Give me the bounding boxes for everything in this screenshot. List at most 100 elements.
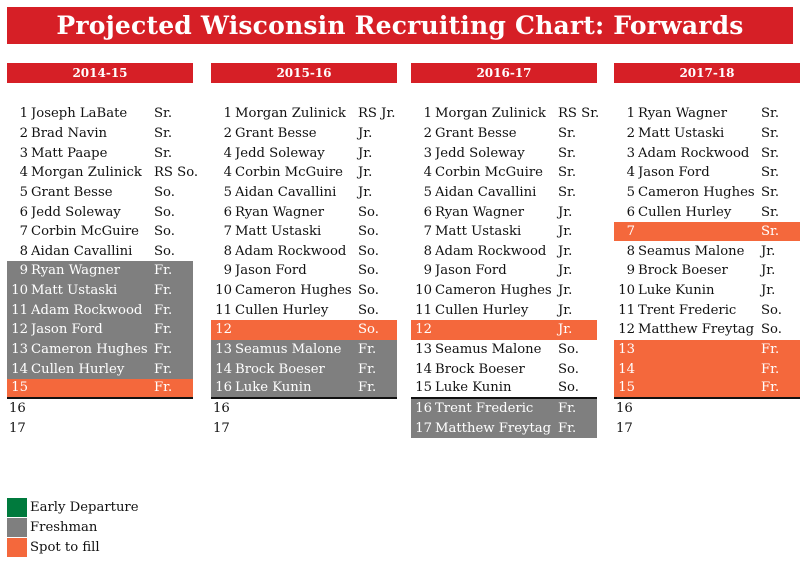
- player-class: Fr.: [761, 380, 780, 396]
- open-roster-spot: 7 Sr.: [614, 221, 800, 242]
- roster-number: 17: [616, 420, 633, 436]
- player-class: So.: [358, 224, 379, 240]
- player-class: Sr.: [154, 125, 173, 141]
- roster-row: 11 Adam Rockwood Fr.: [7, 300, 193, 321]
- roster-number: 1: [423, 106, 432, 122]
- roster-number: 1: [626, 106, 635, 122]
- season-header: 2014-15: [7, 63, 193, 83]
- early-departure-swatch: [7, 497, 27, 517]
- roster-row: 3 Adam Rockwood Sr.: [614, 143, 800, 163]
- player-class: Sr.: [154, 106, 173, 122]
- open-roster-spot: 12 Jr.: [411, 320, 597, 340]
- roster-row: 2 Grant Besse Sr.: [411, 124, 597, 144]
- player-name: Morgan Zulinick: [435, 106, 546, 122]
- roster-number: 16: [213, 400, 230, 416]
- roster-row: 3 Matt Paape Sr.: [7, 143, 193, 163]
- roster-row: 6 Ryan Wagner Jr.: [411, 202, 597, 222]
- player-name: Cameron Hughes: [638, 184, 755, 200]
- roster-number: 9: [423, 263, 432, 279]
- open-roster-spot: 12 So.: [211, 320, 397, 340]
- roster-number: 5: [626, 184, 635, 200]
- roster-row: 6 Ryan Wagner So.: [211, 202, 397, 222]
- player-class: Jr.: [761, 243, 776, 259]
- player-class: So.: [358, 204, 379, 220]
- roster-number: 2: [19, 125, 28, 141]
- roster-row: 1 Morgan Zulinick RS Jr.: [211, 104, 397, 124]
- player-name: Matt Ustaski: [638, 125, 725, 141]
- legend-item-early-departure: Early Departure: [7, 497, 139, 517]
- roster-number: 16: [9, 400, 26, 416]
- roster-row: 10 Luke Kunin Jr.: [614, 281, 800, 301]
- roster-number: 7: [19, 224, 28, 240]
- roster-number: 11: [215, 302, 232, 318]
- season-column-2015-16: 2015-16 1 Morgan Zulinick RS Jr. 2 Grant Bes…: [211, 63, 397, 436]
- player-class: So.: [358, 283, 379, 299]
- player-name: Jason Ford: [235, 263, 307, 279]
- roster-number: 13: [215, 342, 232, 357]
- roster-row: 12 Matthew Freytag So.: [614, 320, 800, 340]
- player-class: Fr.: [154, 302, 173, 318]
- roster-row: 8 Adam Rockwood So.: [211, 241, 397, 261]
- roster-number: 1: [19, 106, 28, 122]
- roster-row: 16: [211, 399, 397, 419]
- roster-row: 9 Ryan Wagner Fr.: [7, 261, 193, 281]
- roster-list: 1 Ryan Wagner Sr. 2 Matt Ustaski Sr. 3 Adam Roc…: [614, 104, 800, 438]
- player-class: Sr.: [761, 145, 780, 161]
- roster-row: 1 Ryan Wagner Sr.: [614, 104, 800, 124]
- player-class: Fr.: [154, 380, 173, 396]
- roster-number: 7: [626, 224, 635, 240]
- player-class: RS So.: [154, 165, 199, 181]
- roster-row: 2 Brad Navin Sr.: [7, 124, 193, 144]
- roster-row: 17: [211, 418, 397, 438]
- player-name: Jedd Soleway: [235, 145, 325, 161]
- player-class: So.: [154, 204, 175, 220]
- roster-row: 13 Seamus Malone So.: [411, 340, 597, 360]
- roster-row: 7 Corbin McGuire So.: [7, 222, 193, 242]
- player-name: Cullen Hurley: [235, 302, 329, 318]
- player-name: Grant Besse: [435, 125, 517, 141]
- roster-number: 4: [19, 165, 28, 181]
- player-name: Luke Kunin: [235, 380, 312, 396]
- player-name: Cullen Hurley: [31, 361, 125, 377]
- roster-row: 2 Grant Besse Jr.: [211, 124, 397, 144]
- roster-number: 2: [423, 125, 432, 141]
- roster-number: 10: [11, 283, 28, 299]
- player-name: Matt Ustaski: [435, 224, 522, 240]
- player-class: Fr.: [154, 361, 173, 377]
- roster-number: 15: [11, 380, 28, 396]
- roster-list: 1 Joseph LaBate Sr. 2 Brad Navin Sr. 3 Matt Paa…: [7, 104, 198, 438]
- roster-number: 6: [223, 204, 232, 220]
- roster-row: 8 Aidan Cavallini So.: [7, 241, 193, 261]
- page-title: Projected Wisconsin Recruiting Chart: Fo…: [7, 7, 793, 44]
- roster-number: 6: [423, 204, 432, 220]
- roster-row: 4 Corbin McGuire Jr.: [211, 163, 397, 183]
- roster-row: 8 Seamus Malone Jr.: [614, 241, 800, 261]
- player-class: So.: [558, 342, 579, 357]
- player-name: Corbin McGuire: [31, 224, 139, 240]
- roster-row: 12 Jason Ford Fr.: [7, 320, 193, 340]
- roster-number: 15: [618, 380, 635, 396]
- open-roster-spot: 13 Fr.: [614, 339, 800, 360]
- player-name: Aidan Cavallini: [235, 184, 337, 200]
- roster-number: 14: [11, 361, 28, 377]
- player-name: Seamus Malone: [638, 243, 745, 259]
- roster-row: 1 Joseph LaBate Sr.: [7, 104, 193, 124]
- legend: Early Departure Freshman Spot to fill: [7, 497, 139, 557]
- roster-row: 5 Cameron Hughes Sr.: [614, 183, 800, 203]
- player-name: Adam Rockwood: [638, 145, 750, 161]
- roster-list: 1 Morgan Zulinick RS Sr. 2 Grant Besse Sr. 3 Je…: [411, 104, 599, 438]
- player-class: Fr.: [761, 361, 780, 377]
- roster-number: 12: [618, 322, 635, 338]
- player-name: Grant Besse: [31, 184, 113, 200]
- player-class: Jr.: [558, 263, 573, 279]
- roster-row: 4 Jason Ford Sr.: [614, 163, 800, 183]
- player-class: So.: [558, 380, 579, 396]
- player-class: Fr.: [154, 283, 173, 299]
- roster-list: 1 Morgan Zulinick RS Jr. 2 Grant Besse Jr. 4 Je…: [211, 104, 397, 438]
- roster-row: 10 Cameron Hughes So.: [211, 281, 397, 301]
- player-class: Jr.: [358, 165, 373, 181]
- player-name: Jason Ford: [435, 263, 507, 279]
- roster-number: 11: [415, 302, 432, 318]
- roster-row: 14 Brock Boeser Fr.: [211, 359, 397, 379]
- player-class: Jr.: [761, 263, 776, 279]
